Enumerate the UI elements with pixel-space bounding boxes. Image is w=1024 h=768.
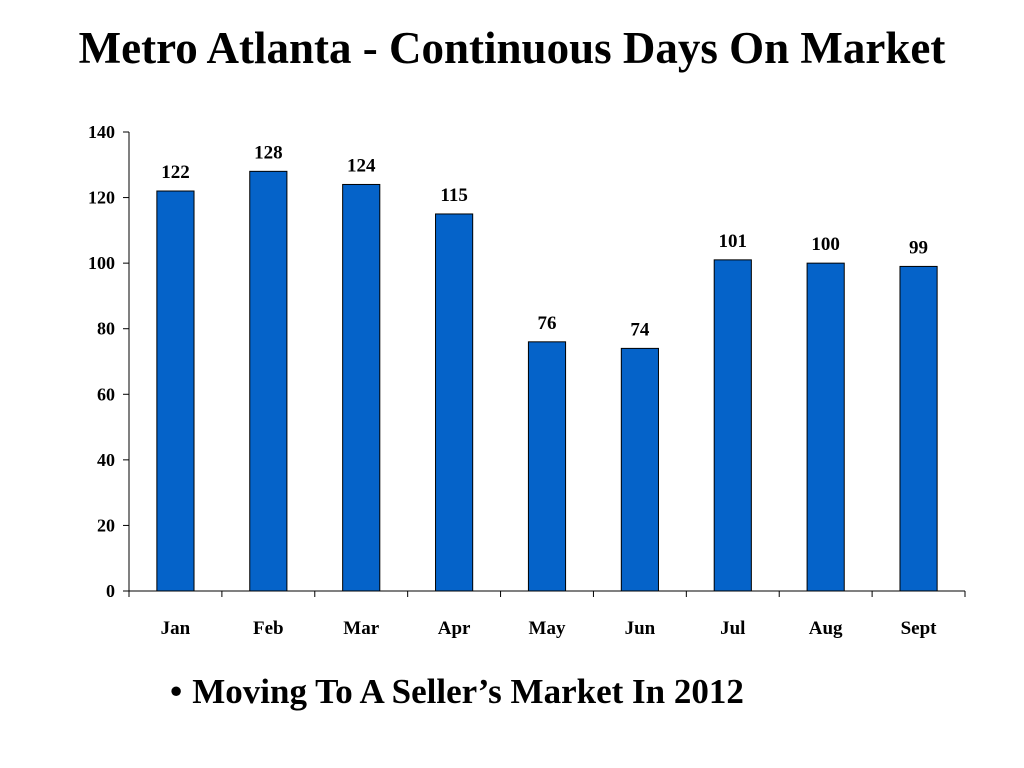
bar-value-label: 76 [538, 313, 557, 334]
bar-value-label: 124 [347, 155, 376, 176]
y-axis: 0 20 40 60 80 100 120 140 [88, 122, 130, 601]
bar-value-label: 101 [719, 231, 748, 252]
y-tick-label: 80 [97, 319, 115, 339]
x-category-label: Apr [438, 618, 471, 639]
slide-title: Metro Atlanta - Continuous Days On Marke… [78, 23, 946, 73]
bar-value-label: 128 [254, 142, 283, 163]
bar [713, 259, 752, 592]
y-tick-label: 20 [97, 515, 115, 535]
bullet-point: • Moving To A Seller’s Market In 2012 [170, 672, 744, 712]
bar-chart: 0 20 40 60 80 100 120 140 Jan Feb Mar Apr May Jun Jul… [88, 122, 966, 639]
y-tick-label: 100 [88, 253, 115, 273]
bar-value-label: 115 [440, 185, 467, 206]
bar [435, 213, 474, 592]
bar [806, 262, 845, 592]
bar-series [156, 170, 938, 592]
x-category-label: Sept [901, 618, 938, 639]
bar-value-label: 74 [630, 319, 650, 340]
bar [620, 347, 659, 592]
bar [527, 341, 567, 592]
x-category-label: Jun [625, 618, 656, 639]
x-category-label: Mar [343, 618, 379, 639]
bullet-text: Moving To A Seller’s Market In 2012 [192, 672, 744, 711]
y-tick-label: 120 [88, 188, 115, 208]
x-category-label: May [529, 618, 566, 639]
x-category-label: Aug [809, 618, 843, 639]
y-tick-label: 140 [88, 122, 115, 142]
bar-value-label: 100 [811, 234, 840, 255]
y-tick-label: 60 [97, 384, 115, 404]
x-axis: Jan Feb Mar Apr May Jun Jul Aug Sept [128, 590, 966, 639]
data-labels: 122 128 124 115 76 74 101 100 99 [161, 142, 928, 340]
bar-value-label: 99 [909, 237, 928, 258]
bar-value-label: 122 [161, 162, 190, 183]
y-tick-label: 0 [106, 581, 115, 601]
bar [899, 265, 938, 592]
bar [249, 170, 288, 592]
x-category-label: Jan [161, 618, 191, 639]
bar [156, 190, 195, 592]
x-category-label: Jul [720, 618, 745, 639]
y-tick-label: 40 [97, 450, 115, 470]
bar [342, 183, 381, 592]
bullet-icon: • [170, 672, 183, 711]
x-category-label: Feb [253, 618, 284, 639]
